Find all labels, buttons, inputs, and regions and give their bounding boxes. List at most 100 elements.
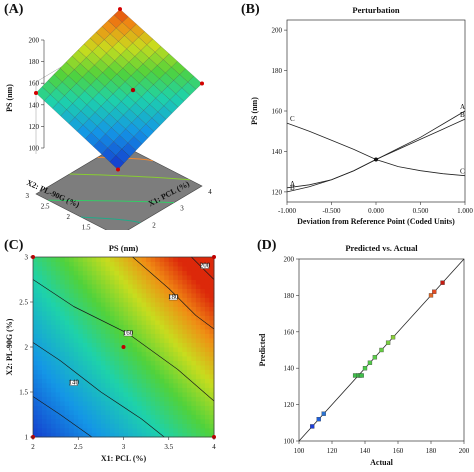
contour-cell: [173, 333, 179, 339]
contour-cell: [209, 324, 215, 330]
contour-cell: [209, 378, 215, 384]
contour-cell: [168, 428, 174, 433]
contour-cell: [168, 396, 174, 402]
contour-cell: [128, 405, 133, 411]
contour-cell: [73, 329, 79, 334]
contour-cell: [164, 315, 170, 321]
contour-cell: [46, 414, 52, 420]
contour-cell: [51, 288, 57, 294]
contour-cell: [132, 338, 138, 343]
contour-cell: [128, 279, 133, 285]
contour-cell: [123, 396, 129, 402]
contour-cell: [195, 306, 201, 312]
contour-cell: [159, 297, 165, 303]
contour-cell: [128, 365, 133, 370]
contour-cell: [209, 284, 215, 289]
contour-cell: [159, 369, 165, 375]
contour-cell: [209, 261, 215, 267]
contour-cell: [105, 423, 111, 429]
contour-cell: [51, 279, 57, 285]
contour-cell: [42, 414, 47, 420]
contour-cell: [64, 419, 70, 424]
y-tick-label: 1.5: [19, 389, 28, 397]
contour-cell: [33, 392, 38, 397]
contour-cell: [55, 324, 61, 330]
contour-cell: [78, 266, 84, 271]
contour-cell: [164, 360, 170, 366]
contour-cell: [105, 374, 111, 379]
contour-cell: [60, 360, 66, 366]
contour-cell: [60, 374, 66, 379]
data-point: [385, 340, 391, 345]
contour-cell: [91, 311, 97, 316]
contour-cell: [186, 369, 192, 375]
contour-cell: [114, 266, 120, 271]
contour-cell: [173, 374, 179, 379]
contour-cell: [137, 306, 143, 312]
contour-cell: [73, 257, 79, 262]
contour-line: [191, 256, 215, 280]
contour-cell: [37, 401, 43, 406]
contour-cell: [37, 342, 43, 348]
contour-cell: [87, 333, 93, 339]
contour-cell: [87, 401, 93, 406]
contour-cell: [168, 432, 174, 438]
contour-cell: [155, 302, 161, 307]
contour-cell: [164, 329, 170, 334]
contour-cell: [69, 284, 75, 289]
contour-cell: [150, 266, 156, 271]
contour-cell: [42, 351, 47, 357]
contour-cell: [73, 356, 79, 361]
contour-cell: [128, 356, 133, 361]
contour-cell: [200, 297, 206, 303]
contour-cell: [114, 419, 120, 424]
contour-cell: [100, 432, 106, 438]
contour-cell: [42, 410, 47, 415]
contour-cell: [128, 338, 133, 343]
contour-cell: [164, 423, 170, 429]
x2-tick-label: 3: [26, 192, 30, 200]
contour-cell: [159, 320, 165, 325]
contour-cell: [155, 401, 161, 406]
contour-cell: [100, 405, 106, 411]
contour-cell: [159, 414, 165, 420]
contour-cell: [182, 414, 188, 420]
contour-cell: [46, 306, 52, 312]
contour-cell: [150, 270, 156, 276]
contour-cell: [33, 365, 38, 370]
contour-cell: [137, 320, 143, 325]
contour-cell: [173, 347, 179, 352]
contour-cell: [100, 288, 106, 294]
contour-cell: [82, 365, 88, 370]
contour-cell: [33, 432, 38, 438]
contour-cell: [123, 275, 129, 280]
contour-cell: [123, 414, 129, 420]
series-start-label: B: [290, 184, 295, 192]
contour-cell: [51, 392, 57, 397]
contour-cell: [78, 288, 84, 294]
contour-cell: [128, 428, 133, 433]
contour-cell: [195, 374, 201, 379]
contour-cell: [137, 428, 143, 433]
contour-cell: [141, 284, 147, 289]
contour-cell: [123, 284, 129, 289]
contour-cell: [186, 315, 192, 321]
contour-cell: [109, 284, 115, 289]
contour-cell: [46, 410, 52, 415]
contour-cell: [33, 284, 38, 289]
contour-cell: [123, 405, 129, 411]
contour-cell: [69, 432, 75, 438]
panel-c: (C) PS (nm) 140 160 180 200 2 2.5 3 3.5 4 1 1.5 2 2.5…: [0, 233, 237, 467]
contour-cell: [100, 374, 106, 379]
contour-cell: [78, 432, 84, 438]
contour-cell: [91, 423, 97, 429]
contour-cell: [204, 428, 210, 433]
contour-cell: [33, 387, 38, 393]
contour-cell: [82, 315, 88, 321]
contour-cell: [42, 270, 47, 276]
contour-cell: [118, 302, 124, 307]
contour-cell: [182, 297, 188, 303]
x1-tick-label: 3: [180, 205, 184, 213]
contour-cell: [114, 342, 120, 348]
